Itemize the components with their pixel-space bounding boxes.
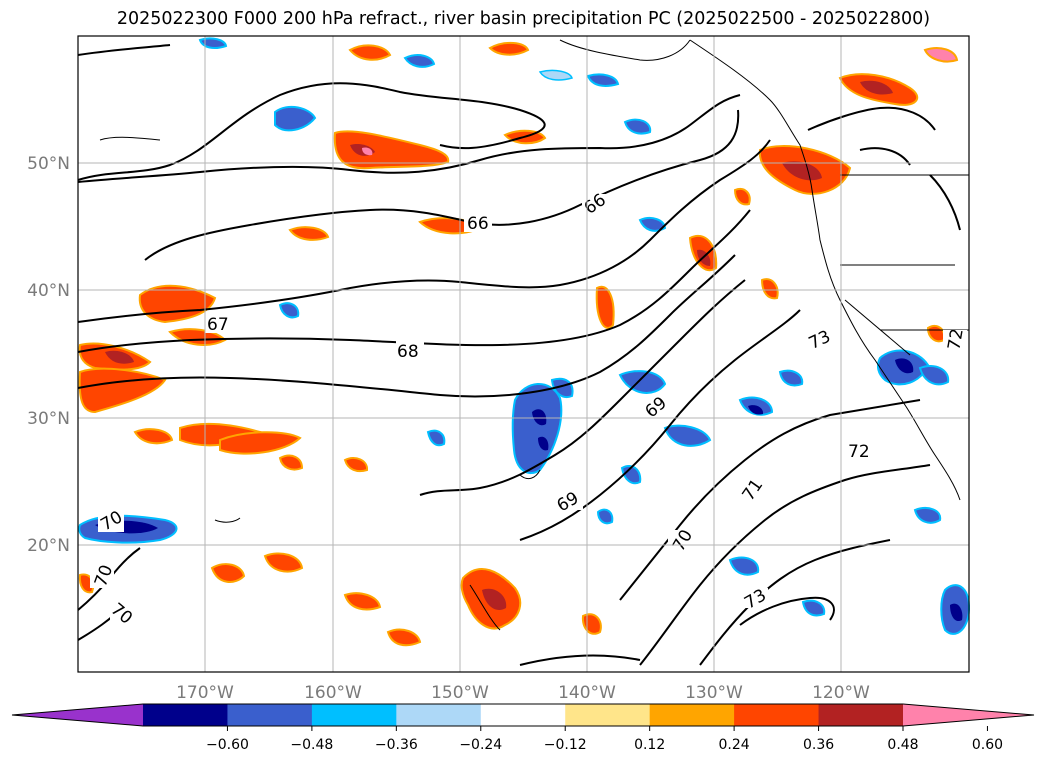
- colorbar-segment: [143, 704, 228, 726]
- lon-label: 170°W: [176, 683, 234, 703]
- lat-axis-labels: 50°N 40°N 30°N 20°N: [27, 154, 70, 556]
- colorbar-tick-label: 0.36: [803, 737, 834, 753]
- contour-label: 72: [848, 442, 870, 462]
- lat-label: 30°N: [27, 409, 70, 429]
- contour-label-group: 66 66 67 68 69 69 70 70 70 70 71 72 73 7…: [90, 190, 968, 629]
- colorbar-tick-label: −0.12: [544, 737, 587, 753]
- contour-label: 67: [207, 315, 229, 335]
- colorbar-segment: [396, 704, 482, 726]
- colorbar-tick-label: 0.24: [719, 737, 750, 753]
- lon-label: 140°W: [558, 683, 616, 703]
- colorbar-segment: [227, 704, 313, 726]
- lon-label: 130°W: [685, 683, 743, 703]
- colorbar-outline: [11, 703, 1035, 727]
- map-title: 2025022300 F000 200 hPa refract., river …: [116, 9, 931, 29]
- colorbar-segment: [311, 704, 397, 726]
- lon-label: 120°W: [812, 683, 870, 703]
- contour-label: 68: [397, 342, 419, 362]
- lon-label: 160°W: [304, 683, 362, 703]
- coastlines: [99, 39, 969, 631]
- colorbar-segment: [565, 704, 651, 726]
- colorbar-tick-label: −0.36: [375, 737, 418, 753]
- colorbar-segment: [480, 704, 566, 726]
- colorbar-segment: [734, 704, 820, 726]
- colorbar-tick-label: −0.48: [290, 737, 333, 753]
- colorbar-tick-label: 0.60: [972, 737, 1003, 753]
- colorbar-segment: [818, 704, 904, 726]
- colorbar: −0.60 −0.48 −0.36 −0.24 −0.12 0.12 0.24 0.36 0.4…: [11, 703, 1035, 753]
- colorbar-tick-label: −0.24: [459, 737, 502, 753]
- refractivity-contours: [77, 44, 961, 666]
- lat-label: 40°N: [27, 281, 70, 301]
- contour-label: 66: [467, 214, 489, 234]
- colorbar-extend-max: [903, 704, 1034, 726]
- lat-label: 20°N: [27, 536, 70, 556]
- lon-label: 150°W: [431, 683, 489, 703]
- lat-label: 50°N: [27, 154, 70, 174]
- map-frame: [77, 35, 970, 673]
- negative-pc-patches: [78, 37, 971, 635]
- contour-label: 72: [944, 327, 967, 352]
- colorbar-extend-min: [12, 704, 143, 726]
- lon-axis-labels: 170°W 160°W 150°W 140°W 130°W 120°W: [176, 683, 870, 703]
- colorbar-segment: [649, 704, 735, 726]
- colorbar-tick-label: −0.60: [206, 737, 249, 753]
- colorbar-tick-label: 0.48: [887, 737, 918, 753]
- gridlines: [78, 36, 969, 672]
- colorbar-tick-label: 0.12: [634, 737, 665, 753]
